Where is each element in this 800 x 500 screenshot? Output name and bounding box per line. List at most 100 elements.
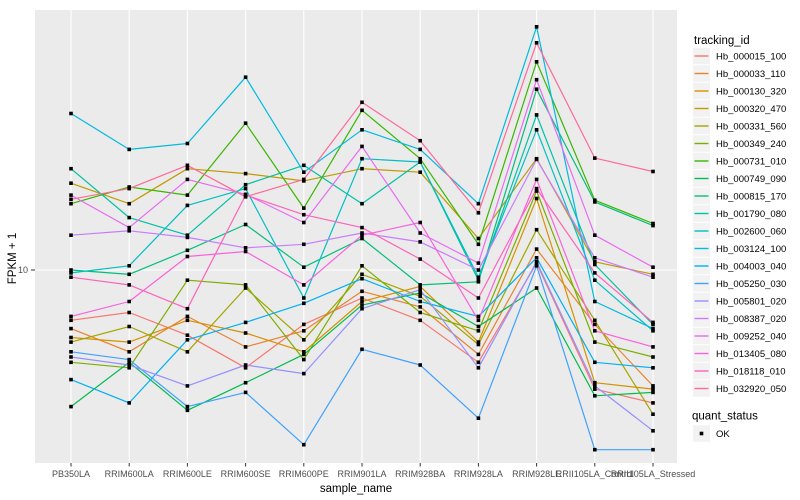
data-point — [243, 366, 248, 370]
data-point — [476, 201, 481, 206]
data-point — [360, 236, 364, 241]
data-point — [651, 329, 655, 333]
legend-label-Hb_002600_060: Hb_002600_060 — [716, 227, 786, 238]
legend-label-Hb_000815_170: Hb_000815_170 — [716, 192, 786, 203]
data-point — [593, 262, 597, 267]
y-axis-title: FPKM + 1 — [7, 233, 19, 284]
data-point — [302, 206, 306, 210]
data-point — [243, 345, 248, 349]
data-point — [185, 306, 190, 311]
legend-label-Hb_003124_100: Hb_003124_100 — [716, 244, 786, 255]
data-point — [302, 170, 306, 174]
data-point — [302, 322, 306, 327]
legend-label-Hb_009252_040: Hb_009252_040 — [716, 332, 786, 343]
legend-label-Hb_000331_560: Hb_000331_560 — [716, 122, 786, 133]
data-point — [593, 318, 597, 323]
data-point — [243, 182, 248, 187]
data-point — [185, 314, 190, 319]
data-point — [302, 220, 306, 225]
data-point — [651, 355, 655, 359]
data-point — [534, 77, 539, 82]
data-point — [593, 380, 597, 385]
data-point — [534, 247, 539, 251]
data-point — [243, 195, 248, 199]
data-point — [476, 236, 481, 241]
data-point — [534, 177, 539, 182]
data-point — [534, 25, 539, 29]
data-point — [185, 235, 190, 240]
data-point — [593, 271, 597, 275]
data-point — [534, 227, 539, 232]
data-point — [360, 264, 364, 268]
data-point — [302, 352, 306, 357]
data-point — [593, 387, 597, 391]
data-point — [69, 111, 73, 116]
data-point — [185, 193, 190, 197]
legend-label-Hb_000130_320: Hb_000130_320 — [716, 87, 786, 98]
data-point — [476, 296, 481, 300]
x-tick-label: RRIM901LA — [337, 469, 386, 479]
data-point — [593, 233, 597, 237]
data-point — [243, 186, 248, 191]
data-point — [476, 342, 481, 347]
data-point — [127, 350, 131, 354]
data-point — [360, 100, 364, 105]
data-point — [418, 160, 422, 164]
data-point — [243, 75, 248, 79]
data-point — [651, 387, 655, 391]
data-point — [593, 329, 597, 333]
data-point — [418, 291, 422, 295]
data-point — [302, 350, 306, 354]
data-point — [185, 163, 190, 168]
legend-label-Hb_000349_240: Hb_000349_240 — [716, 139, 786, 150]
data-point — [651, 366, 655, 370]
data-point — [127, 310, 131, 315]
data-point — [185, 350, 190, 354]
data-point — [476, 268, 481, 272]
data-point — [651, 221, 655, 226]
data-point — [534, 196, 539, 201]
data-point — [593, 394, 597, 398]
data-point — [302, 371, 306, 376]
data-point — [185, 333, 190, 337]
data-point — [418, 147, 422, 152]
data-point — [127, 186, 131, 191]
data-point — [360, 347, 364, 352]
data-point — [302, 242, 306, 247]
data-point — [418, 294, 422, 299]
data-point — [360, 296, 364, 300]
data-point — [418, 257, 422, 261]
data-point — [418, 310, 422, 315]
data-point — [651, 429, 655, 433]
data-point — [593, 384, 597, 388]
data-point — [360, 166, 364, 171]
x-axis-title: sample_name — [320, 483, 392, 495]
data-point — [476, 329, 481, 333]
data-point — [127, 357, 131, 362]
data-point — [651, 322, 655, 327]
data-point — [476, 211, 481, 215]
data-point — [243, 363, 248, 367]
data-point — [69, 355, 73, 359]
data-point — [360, 303, 364, 307]
data-point — [651, 265, 655, 269]
data-point — [69, 340, 73, 344]
data-point — [651, 345, 655, 349]
y-tick-label: 10 — [18, 265, 28, 275]
data-point — [185, 248, 190, 253]
data-point — [185, 203, 190, 208]
data-point — [302, 338, 306, 342]
data-point — [127, 215, 131, 220]
data-point — [418, 318, 422, 323]
data-point — [593, 322, 597, 327]
data-point — [476, 324, 481, 329]
data-point — [69, 268, 73, 272]
data-point — [185, 278, 190, 282]
data-point — [476, 278, 481, 282]
data-point — [127, 401, 131, 405]
data-point — [243, 171, 248, 176]
data-point — [243, 283, 248, 287]
data-point — [127, 324, 131, 329]
x-tick-label: RRII105LA_Control — [556, 469, 634, 479]
